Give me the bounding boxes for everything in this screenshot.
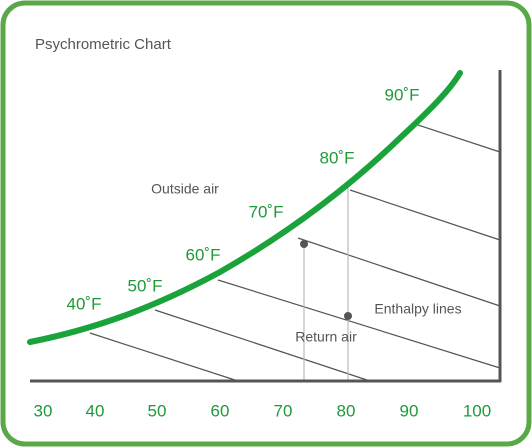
temperature-label: 40˚F — [67, 294, 102, 313]
x-tick-label: 60 — [211, 401, 230, 420]
x-tick-label: 80 — [337, 401, 356, 420]
title: Psychrometric Chart — [35, 36, 172, 53]
annotation: Return air — [295, 329, 357, 345]
temperature-label: 70˚F — [249, 202, 284, 221]
x-tick-label: 70 — [274, 401, 293, 420]
temperature-label: 90˚F — [385, 85, 420, 104]
x-tick-label: 50 — [148, 401, 167, 420]
x-tick-label: 40 — [86, 401, 105, 420]
annotation: Enthalpy lines — [374, 301, 461, 317]
saturation-curve — [27, 70, 463, 345]
temperature-label: 80˚F — [320, 148, 355, 167]
annotation: Outside air — [151, 181, 219, 197]
temperature-label: 50˚F — [128, 276, 163, 295]
x-tick-label: 30 — [34, 401, 53, 420]
state-point — [300, 240, 308, 248]
x-tick-label: 90 — [400, 401, 419, 420]
x-tick-label: 100 — [463, 401, 491, 420]
enthalpy-lines — [89, 124, 501, 382]
temperature-label: 60˚F — [186, 245, 221, 264]
state-point — [344, 312, 352, 320]
